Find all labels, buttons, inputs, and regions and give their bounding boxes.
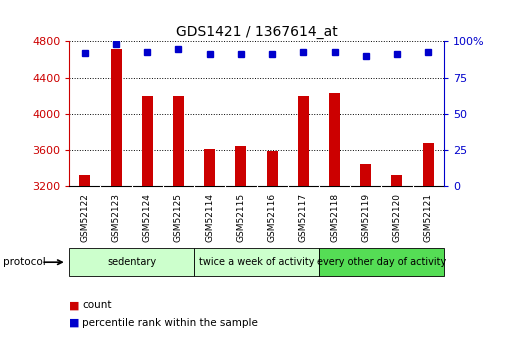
Text: GSM52125: GSM52125 [174, 193, 183, 242]
Bar [360, 164, 371, 186]
Bar [298, 96, 309, 186]
Text: GSM52118: GSM52118 [330, 193, 339, 242]
Text: GSM52116: GSM52116 [268, 193, 277, 242]
Bar [267, 151, 278, 186]
Text: GSM52123: GSM52123 [111, 193, 121, 242]
Text: GSM52117: GSM52117 [299, 193, 308, 242]
Text: GSM52114: GSM52114 [205, 193, 214, 242]
Text: every other day of activity: every other day of activity [317, 257, 446, 267]
Bar [69, 248, 194, 276]
Text: GSM52121: GSM52121 [424, 193, 432, 242]
Bar [142, 96, 153, 186]
Title: GDS1421 / 1367614_at: GDS1421 / 1367614_at [175, 25, 338, 39]
Bar [173, 96, 184, 186]
Bar [194, 248, 319, 276]
Text: ■: ■ [69, 300, 80, 310]
Bar [391, 175, 402, 186]
Text: GSM52115: GSM52115 [236, 193, 245, 242]
Bar [204, 149, 215, 186]
Text: GSM52120: GSM52120 [392, 193, 402, 242]
Bar [235, 146, 246, 186]
Text: GSM52124: GSM52124 [143, 193, 152, 242]
Text: protocol: protocol [3, 257, 45, 267]
Bar [423, 143, 433, 186]
Text: sedentary: sedentary [107, 257, 156, 267]
Bar [329, 93, 340, 186]
Text: ■: ■ [69, 318, 80, 327]
Bar [80, 175, 90, 186]
Text: percentile rank within the sample: percentile rank within the sample [82, 318, 258, 327]
Text: twice a week of activity: twice a week of activity [199, 257, 314, 267]
Text: GSM52119: GSM52119 [361, 193, 370, 242]
Bar [111, 49, 122, 186]
Bar [319, 248, 444, 276]
Text: GSM52122: GSM52122 [81, 193, 89, 242]
Text: count: count [82, 300, 112, 310]
